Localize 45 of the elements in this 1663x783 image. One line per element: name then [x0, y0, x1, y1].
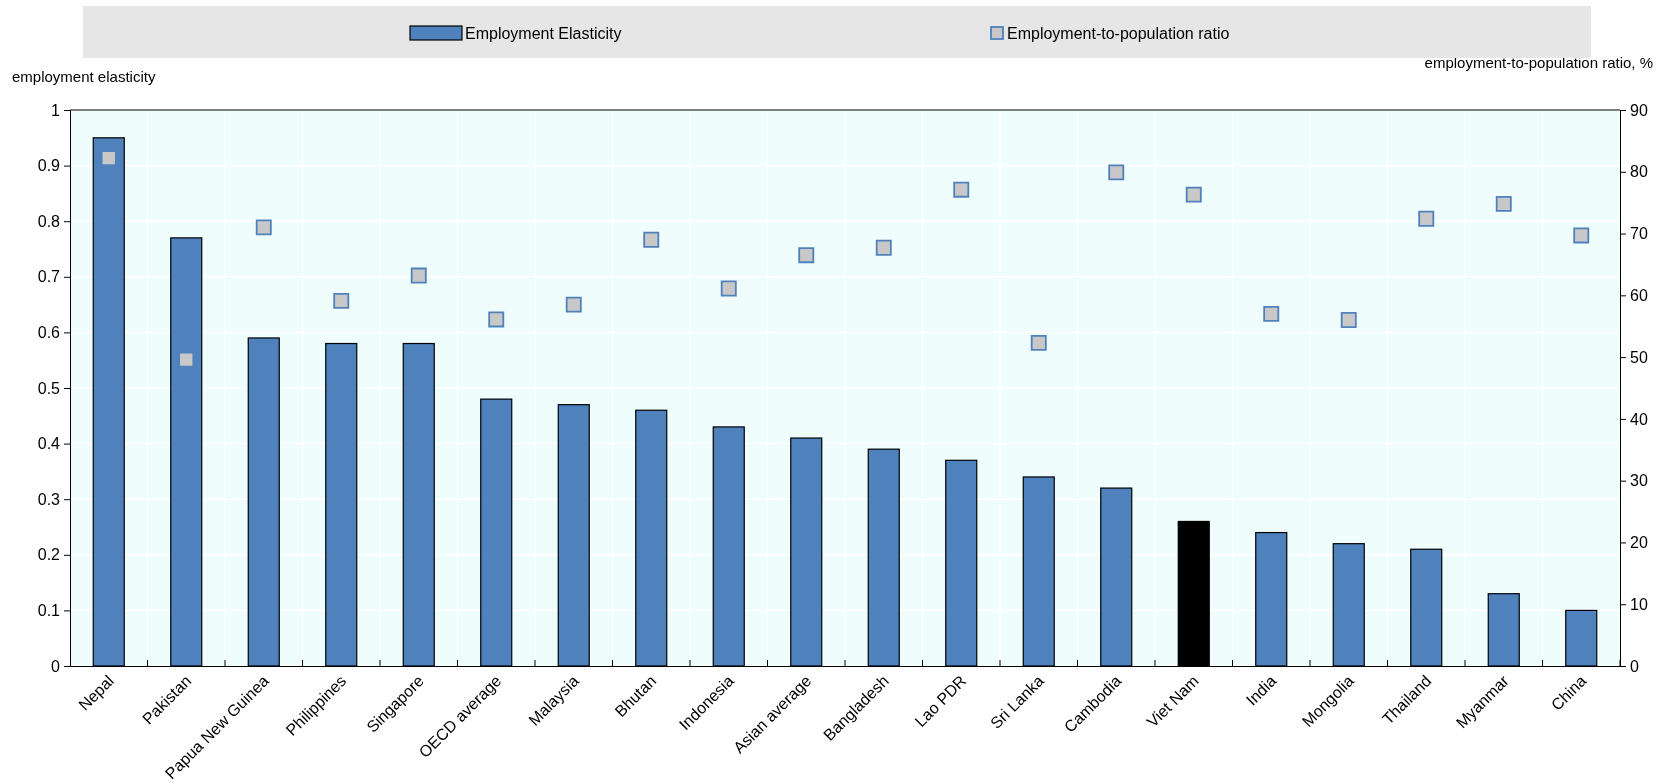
y-axis-title: employment elasticity — [12, 68, 156, 85]
y2-axis-title: employment-to-population ratio, % — [1424, 54, 1653, 71]
point — [875, 239, 892, 256]
y2-tick-label: 40 — [1630, 410, 1648, 428]
y2-tick-label: 80 — [1630, 163, 1648, 181]
point — [1263, 305, 1280, 322]
y2-tick-label: 90 — [1630, 101, 1648, 119]
y-tick-label: 0.3 — [37, 490, 61, 508]
y-tick-label: 0.8 — [37, 212, 61, 230]
y-tick-label: 0.9 — [37, 157, 61, 175]
y-tick-label: 0.7 — [37, 268, 61, 286]
point — [798, 247, 815, 264]
y-tick-label: 0.1 — [37, 602, 61, 620]
y2-tick-label: 0 — [1630, 657, 1639, 675]
point — [720, 280, 737, 297]
y2-tick-label: 60 — [1630, 286, 1648, 304]
y2-tick-label: 50 — [1630, 348, 1648, 366]
y-tick-label: 1 — [51, 101, 61, 119]
point — [953, 181, 970, 198]
y2-tick-label: 10 — [1630, 595, 1648, 613]
y-tick-label: 0 — [51, 657, 61, 675]
point — [1030, 334, 1047, 351]
point — [1340, 312, 1357, 329]
y-tick-label: 0.6 — [37, 324, 61, 342]
point — [1108, 164, 1125, 181]
point — [1418, 210, 1435, 227]
point — [565, 296, 582, 313]
legend-label: Employment Elasticity — [465, 25, 622, 42]
point — [255, 219, 272, 236]
point — [1495, 195, 1512, 212]
point — [100, 150, 117, 167]
y2-tick-label: 70 — [1630, 225, 1648, 243]
point — [410, 267, 427, 284]
point — [178, 351, 195, 368]
point — [488, 311, 505, 328]
y2-tick-label: 30 — [1630, 472, 1648, 490]
point — [643, 231, 660, 248]
point — [1573, 227, 1590, 244]
y-tick-label: 0.5 — [37, 379, 61, 397]
y-tick-label: 0.4 — [37, 435, 61, 453]
point — [333, 292, 350, 309]
y-tick-label: 0.2 — [37, 546, 61, 564]
legend-label: Employment-to-population ratio — [1007, 25, 1230, 42]
point — [1185, 186, 1202, 203]
y2-tick-label: 20 — [1630, 534, 1648, 552]
